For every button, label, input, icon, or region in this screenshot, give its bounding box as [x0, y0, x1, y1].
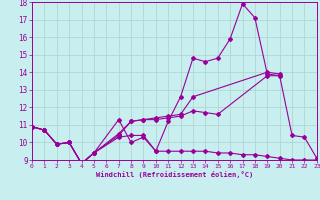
X-axis label: Windchill (Refroidissement éolien,°C): Windchill (Refroidissement éolien,°C): [96, 171, 253, 178]
